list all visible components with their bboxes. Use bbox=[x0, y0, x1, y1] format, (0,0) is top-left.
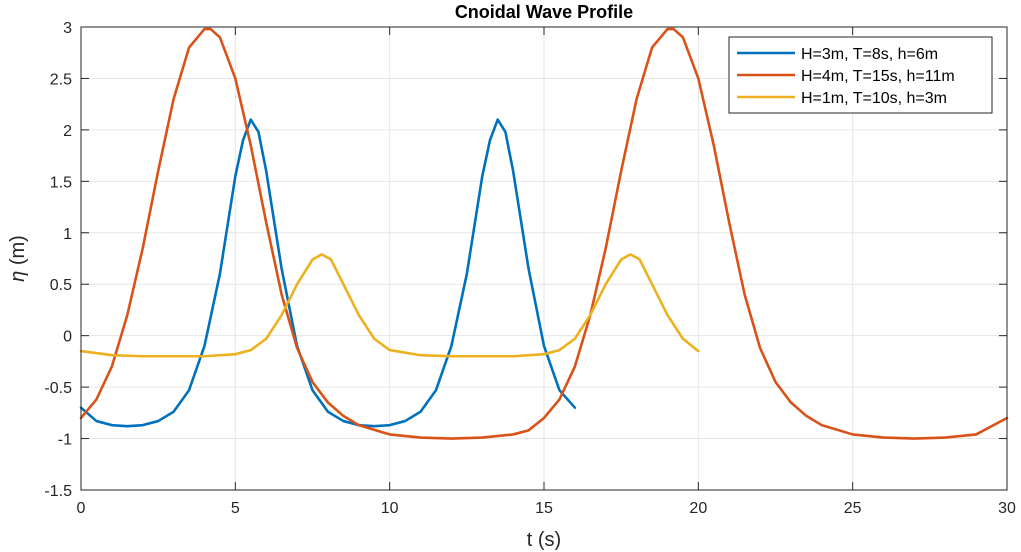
x-tick-label-4: 20 bbox=[689, 500, 707, 517]
y-tick-label-5: 1 bbox=[63, 226, 72, 243]
y-tick-label-9: 3 bbox=[63, 20, 72, 37]
legend: H=3m, T=8s, h=6m H=4m, T=15s, h=11m H=1m, … bbox=[728, 36, 993, 114]
series-line-1 bbox=[79, 27, 1009, 440]
y-axis-label-unit: (m) bbox=[7, 235, 29, 271]
x-tick-label-0: 0 bbox=[77, 500, 86, 517]
series-line-2 bbox=[79, 253, 700, 358]
series-group bbox=[79, 27, 1009, 440]
y-tick-label-8: 2.5 bbox=[50, 71, 72, 88]
y-axis-label: η (m) bbox=[7, 235, 29, 282]
y-tick-label-6: 1.5 bbox=[50, 174, 72, 191]
series-line-0 bbox=[79, 118, 577, 428]
legend-label-2: H=1m, T=10s, h=3m bbox=[801, 90, 947, 107]
y-tick-label-3: 0 bbox=[63, 329, 72, 346]
x-tick-label-5: 25 bbox=[844, 500, 862, 517]
legend-label-0: H=3m, T=8s, h=6m bbox=[801, 46, 938, 63]
x-tick-label-3: 15 bbox=[535, 500, 553, 517]
y-tick-label-2: -0.5 bbox=[44, 380, 72, 397]
y-tick-label-0: -1.5 bbox=[44, 483, 72, 500]
chart-title: Cnoidal Wave Profile bbox=[455, 2, 633, 22]
y-tick-label-4: 0.5 bbox=[50, 277, 72, 294]
legend-label-1: H=4m, T=15s, h=11m bbox=[801, 68, 955, 85]
y-tick-label-7: 2 bbox=[63, 123, 72, 140]
y-axis-label-symbol: η bbox=[7, 271, 29, 282]
ticks: 0 5 10 15 20 25 30 -1.5 -1 -0.5 0 0.5 1 1.5 2 2.5 3 bbox=[44, 20, 1016, 517]
x-tick-label-6: 30 bbox=[998, 500, 1016, 517]
y-tick-label-1: -1 bbox=[58, 432, 72, 449]
x-tick-label-1: 5 bbox=[231, 500, 240, 517]
x-tick-label-2: 10 bbox=[381, 500, 399, 517]
x-axis-label: t (s) bbox=[527, 529, 561, 551]
